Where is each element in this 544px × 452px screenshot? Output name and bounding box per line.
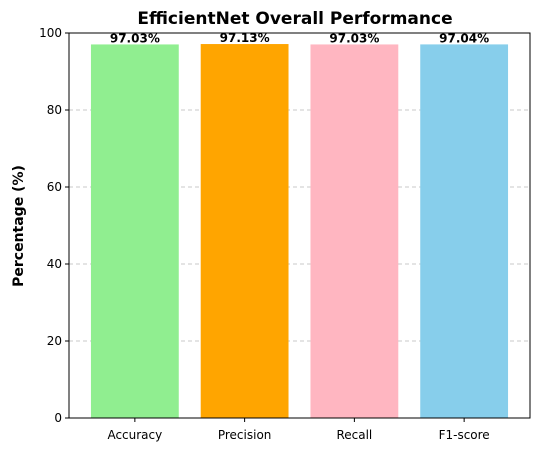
y-axis-label: Percentage (%)	[11, 165, 27, 287]
y-axis-ticks: 0 20 40 60 80 100	[39, 26, 69, 425]
x-axis-ticks: Accuracy Precision Recall F1-score	[107, 418, 490, 442]
y-tick-label: 100	[39, 26, 62, 40]
x-tick-label: Recall	[336, 428, 372, 442]
y-tick-label: 60	[47, 180, 62, 194]
bar-value-labels: 97.03% 97.13% 97.03% 97.04%	[110, 31, 489, 45]
plot-frame	[68, 32, 531, 419]
x-tick-label: F1-score	[439, 428, 490, 442]
bar-accuracy	[90, 44, 179, 418]
bar-recall	[310, 44, 399, 418]
bar-value-label: 97.04%	[439, 31, 489, 45]
bar-f1-score	[420, 44, 509, 419]
x-tick-label: Precision	[218, 428, 272, 442]
bars	[90, 44, 509, 419]
y-tick-label: 20	[47, 334, 62, 348]
x-tick-label: Accuracy	[107, 428, 162, 442]
chart-title: EfficientNet Overall Performance	[137, 9, 452, 29]
y-tick-label: 80	[47, 103, 62, 117]
bar-precision	[200, 44, 289, 418]
bar-value-label: 97.13%	[220, 31, 270, 45]
bar-value-label: 97.03%	[110, 31, 160, 45]
y-tick-label: 0	[54, 411, 62, 425]
y-tick-label: 40	[47, 257, 62, 271]
bar-value-label: 97.03%	[329, 31, 379, 45]
